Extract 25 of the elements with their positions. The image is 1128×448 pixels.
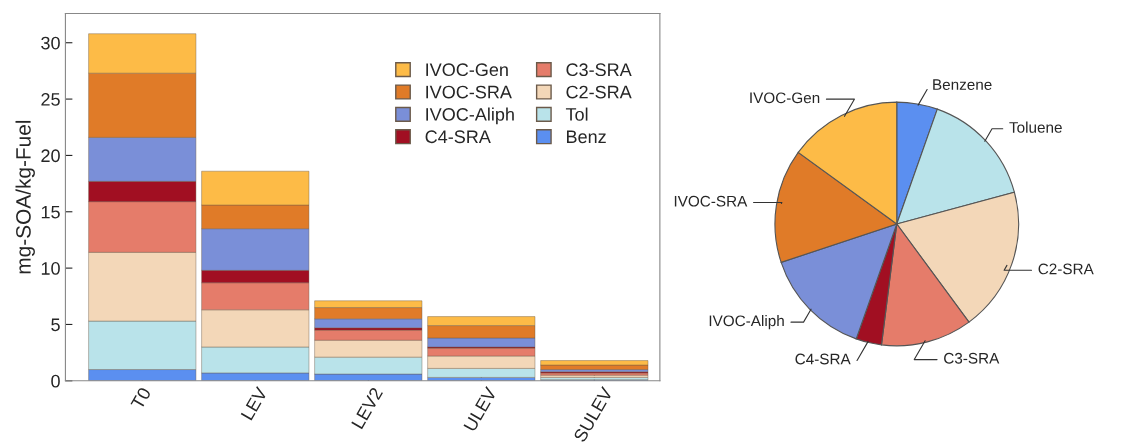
slice-label: IVOC-Gen	[750, 92, 820, 104]
slice-label: IVOC-Aliph	[709, 315, 784, 330]
y-tick-label: 0	[51, 374, 60, 388]
legend-label: C3-SRA	[566, 63, 632, 77]
slice-label: Toluene	[1009, 121, 1062, 133]
y-axis-title: mg-SOA/kg-Fuel	[15, 120, 35, 274]
legend-label: IVOC-SRA	[426, 85, 512, 99]
legend-label: Benz	[567, 130, 606, 144]
legend-label: Tol	[565, 107, 588, 121]
legend-label: IVOC-Gen	[426, 63, 508, 77]
y-tick-label: 30	[41, 36, 60, 50]
slice-label: IVOC-SRA	[674, 195, 748, 207]
x-tick-label: T0	[130, 386, 152, 411]
slice-label: C4-SRA	[795, 353, 851, 365]
y-tick-label: 10	[41, 262, 60, 275]
legend-label: C2-SRA	[566, 85, 632, 99]
slice-label: Benzene	[933, 79, 992, 91]
y-tick-label: 20	[41, 149, 60, 163]
y-tick-label: 15	[41, 205, 60, 219]
legend-label: C4-SRA	[425, 130, 491, 144]
y-tick-label: 25	[41, 93, 60, 106]
slice-label: C3-SRA	[944, 352, 1000, 364]
y-tick-label: 5	[51, 318, 60, 332]
slice-label: C2-SRA	[1038, 263, 1094, 275]
legend-label: IVOC-Aliph	[426, 107, 514, 125]
